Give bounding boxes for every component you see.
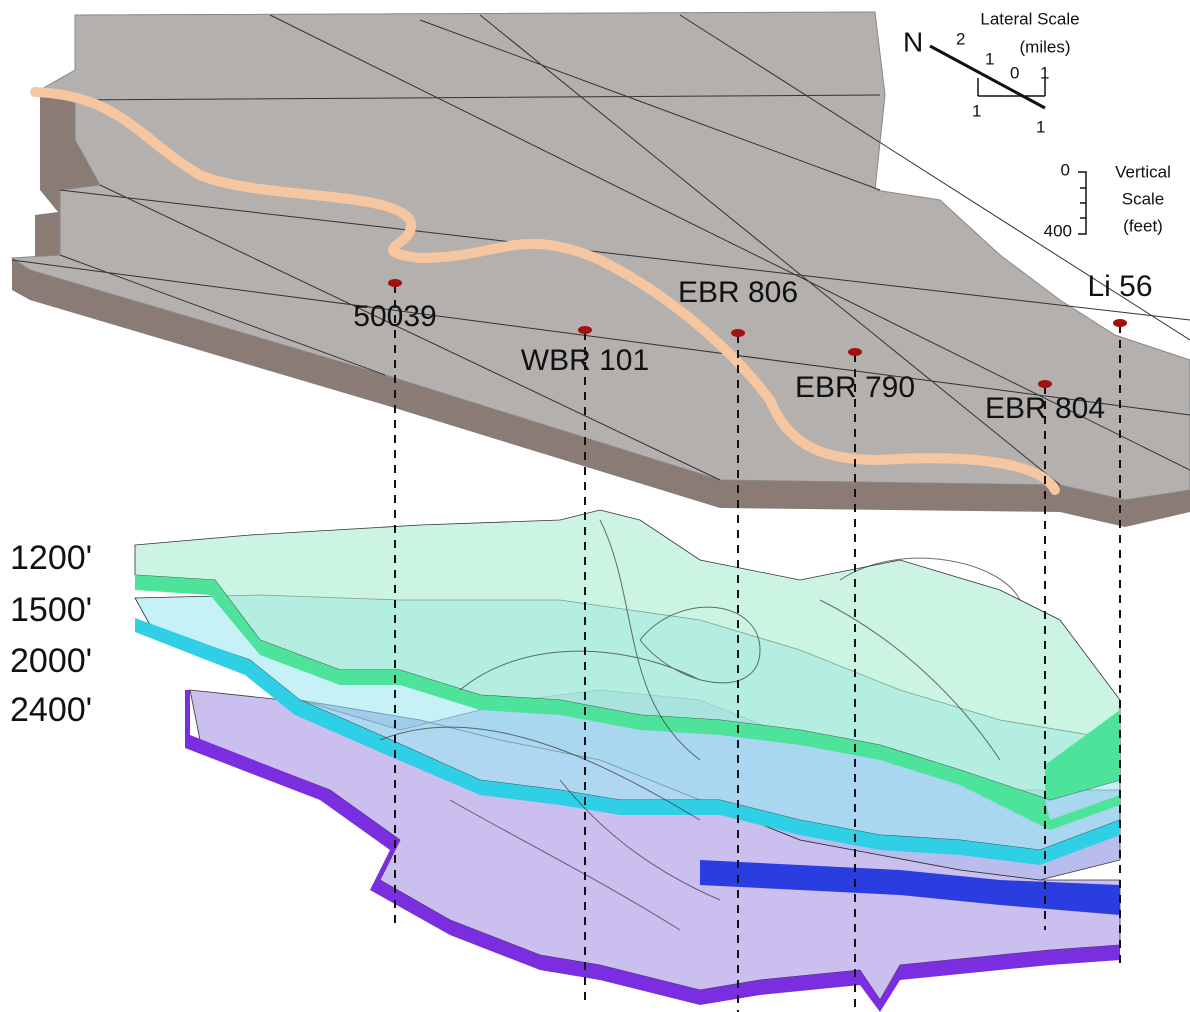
scale-title: Scale — [1122, 189, 1165, 208]
well-label: EBR 790 — [795, 371, 915, 404]
scale-number: 1 — [1036, 117, 1045, 136]
well-label: EBR 806 — [678, 276, 798, 309]
scale-number: 0 — [1061, 160, 1070, 179]
vertical-scale: 0 400 Vertical Scale (feet) — [1044, 160, 1171, 240]
lateral-scale: Lateral Scale (miles) N 2 1 0 1 1 1 — [903, 9, 1080, 136]
depth-label: 1200' — [10, 539, 92, 577]
well-label: 50039 — [353, 300, 436, 333]
scale-number: 1 — [972, 101, 981, 120]
depth-labels: 1200' 1500' 2000' 2400' — [10, 539, 92, 729]
scale-number: 400 — [1044, 221, 1072, 240]
scale-number: 1 — [985, 49, 994, 68]
well-label: WBR 101 — [521, 344, 649, 377]
scale-title: (feet) — [1123, 216, 1163, 235]
depth-label: 1500' — [10, 591, 92, 629]
scale-unit: (miles) — [1020, 37, 1071, 56]
north-label: N — [903, 26, 923, 57]
scale-number: 2 — [956, 29, 965, 48]
scale-title: Vertical — [1115, 162, 1171, 181]
well-label: Li 56 — [1087, 270, 1152, 303]
well-label: EBR 804 — [985, 392, 1105, 425]
depth-label: 2400' — [10, 691, 92, 729]
layers — [135, 510, 1120, 1012]
scale-title: Lateral Scale — [980, 9, 1079, 28]
diagram: 50039 WBR 101 EBR 806 EBR 790 EBR 804 Li… — [0, 0, 1190, 1012]
scale-number: 1 — [1040, 63, 1049, 82]
depth-label: 2000' — [10, 642, 92, 680]
scale-number: 0 — [1010, 63, 1019, 82]
